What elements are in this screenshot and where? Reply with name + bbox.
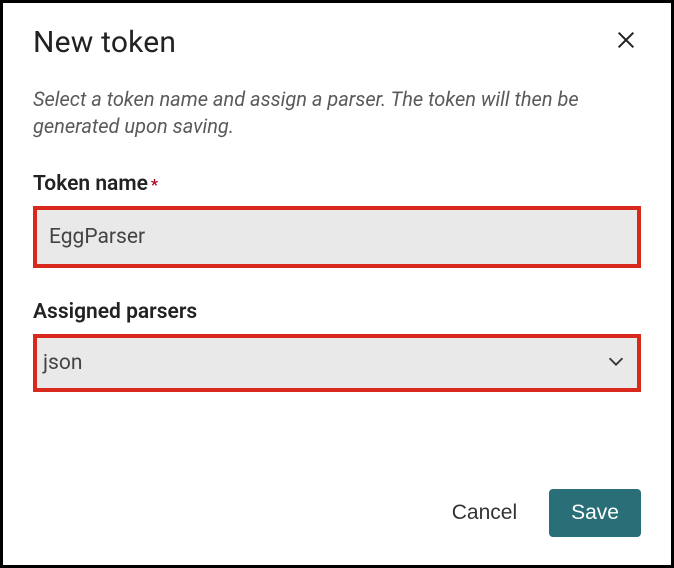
new-token-dialog: New token Select a token name and assign…	[7, 7, 667, 561]
chevron-down-icon	[605, 350, 627, 376]
assigned-parsers-value: json	[43, 351, 605, 375]
dialog-outer-frame: New token Select a token name and assign…	[0, 0, 674, 568]
token-name-label-row: Token name*	[33, 172, 641, 196]
token-name-field: Token name*	[33, 172, 641, 268]
dialog-header: New token	[33, 25, 641, 60]
cancel-button[interactable]: Cancel	[448, 493, 521, 533]
save-button[interactable]: Save	[549, 489, 641, 537]
close-icon	[615, 29, 637, 54]
dialog-title: New token	[33, 25, 176, 60]
token-name-input-wrap	[33, 206, 641, 268]
token-name-input[interactable]	[47, 224, 627, 250]
close-button[interactable]	[611, 25, 641, 58]
assigned-parsers-select[interactable]: json	[33, 334, 641, 392]
assigned-parsers-label: Assigned parsers	[33, 300, 641, 324]
assigned-parsers-field: Assigned parsers json	[33, 300, 641, 392]
token-name-label: Token name	[33, 172, 148, 196]
dialog-description: Select a token name and assign a parser.…	[33, 86, 593, 140]
dialog-footer: Cancel Save	[33, 461, 641, 537]
required-indicator: *	[151, 175, 158, 194]
